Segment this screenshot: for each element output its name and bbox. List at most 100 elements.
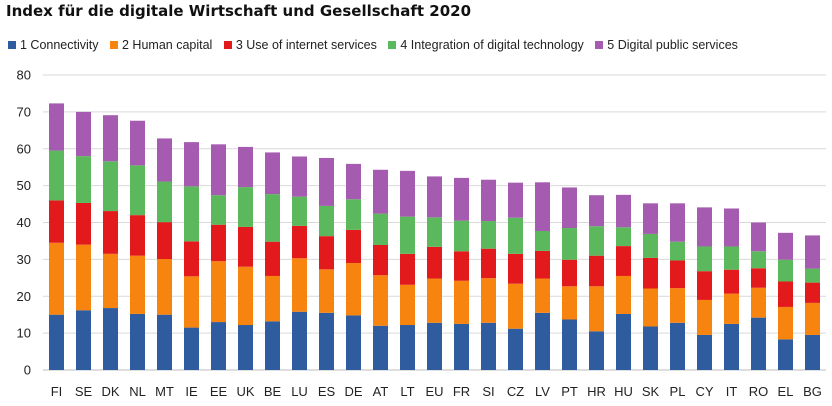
bar-segment: [454, 323, 469, 370]
bar-segment: [751, 317, 766, 370]
bar-segment: [697, 271, 712, 300]
bar-segment: [76, 310, 91, 370]
bar-segment: [157, 259, 172, 315]
bar-segment: [508, 253, 523, 284]
x-tick-label: MT: [155, 384, 174, 399]
x-tick-label: FR: [453, 384, 470, 399]
bar-segment: [400, 170, 415, 217]
chart-title: Index für die digitale Wirtschaft und Ge…: [6, 2, 472, 20]
x-tick-label: EL: [778, 384, 794, 399]
legend-label-digital-technology: 4 Integration of digital technology: [400, 38, 584, 52]
bar-segment: [292, 156, 307, 197]
x-tick-label: DK: [101, 384, 119, 399]
bar-segment: [130, 120, 145, 166]
bar-segment: [373, 213, 388, 245]
bar-segment: [751, 222, 766, 252]
bar-segment: [49, 200, 64, 243]
bar-segment: [373, 325, 388, 370]
bar-segment: [373, 244, 388, 276]
bar-segment: [427, 217, 442, 247]
x-tick-label: BG: [803, 384, 822, 399]
y-tick-label: 10: [17, 326, 31, 341]
bar-segment: [562, 228, 577, 260]
x-tick-label: NL: [129, 384, 146, 399]
bar-segment: [130, 313, 145, 370]
bar-segment: [454, 251, 469, 281]
bar-segment: [265, 241, 280, 276]
legend-swatch-human-capital: [110, 41, 118, 49]
legend-swatch-connectivity: [8, 41, 16, 49]
bar-segment: [562, 187, 577, 229]
bar-segment: [535, 278, 550, 313]
x-tick-label: PT: [561, 384, 578, 399]
bar-segment: [616, 194, 631, 228]
bars: [49, 103, 820, 370]
bar-segment: [589, 195, 604, 227]
bar-segment: [805, 235, 820, 269]
x-tick-label: HR: [587, 384, 606, 399]
bar-segment: [670, 288, 685, 323]
bar-segment: [49, 242, 64, 315]
x-tick-label: SI: [482, 384, 494, 399]
bar-segment: [103, 115, 118, 162]
bar-segment: [481, 248, 496, 279]
y-tick-label: 40: [17, 215, 31, 230]
x-tick-label: LV: [535, 384, 550, 399]
bar-segment: [265, 321, 280, 370]
legend-label-connectivity: 1 Connectivity: [20, 38, 99, 52]
bar-segment: [751, 251, 766, 269]
bar-segment: [292, 225, 307, 259]
bar-segment: [805, 268, 820, 283]
bar-segment: [481, 322, 496, 370]
x-tick-label: PL: [670, 384, 686, 399]
bar-segment: [778, 281, 793, 307]
bar-segment: [373, 275, 388, 326]
bar-segment: [724, 208, 739, 247]
x-tick-label: EE: [210, 384, 228, 399]
bar-segment: [103, 211, 118, 254]
bar-segment: [373, 169, 388, 214]
y-tick-label: 50: [17, 178, 31, 193]
bar-segment: [697, 246, 712, 272]
x-tick-label: SE: [75, 384, 93, 399]
bar-segment: [103, 308, 118, 370]
bar-segment: [238, 266, 253, 326]
bar-segment: [670, 260, 685, 289]
x-tick-label: HU: [614, 384, 633, 399]
bar-segment: [49, 150, 64, 201]
bar-segment: [427, 176, 442, 218]
bar-segment: [751, 287, 766, 318]
bar-segment: [184, 327, 199, 370]
bar-segment: [238, 146, 253, 188]
x-tick-label: IT: [726, 384, 738, 399]
y-tick-label: 80: [17, 68, 31, 83]
bar-segment: [400, 216, 415, 254]
bar-segment: [670, 241, 685, 261]
bar-segment: [238, 325, 253, 370]
bar-segment: [616, 227, 631, 247]
x-tick-label: UK: [236, 384, 254, 399]
bar-segment: [157, 222, 172, 260]
bar-segment: [319, 269, 334, 313]
bar-segment: [670, 203, 685, 242]
bar-segment: [724, 269, 739, 294]
bar-segment: [319, 157, 334, 206]
bar-segment: [562, 259, 577, 287]
x-tick-label: CZ: [507, 384, 524, 399]
legend-swatch-internet-services: [223, 41, 232, 49]
bar-segment: [778, 306, 793, 340]
bar-segment: [211, 322, 226, 370]
y-axis-ticks: 0 10 20 30 40 50 60 70 80: [17, 68, 31, 378]
bar-segment: [454, 177, 469, 221]
legend-item-digital-technology: 4 Integration of digital technology: [388, 38, 584, 52]
bar-segment: [616, 246, 631, 276]
bar-segment: [400, 253, 415, 285]
bar-segment: [184, 142, 199, 187]
bar-segment: [670, 322, 685, 370]
bar-segment: [643, 257, 658, 289]
bar-segment: [346, 199, 361, 230]
legend-swatch-public-services: [595, 41, 604, 49]
bar-segment: [130, 255, 145, 314]
x-tick-label: SK: [642, 384, 660, 399]
